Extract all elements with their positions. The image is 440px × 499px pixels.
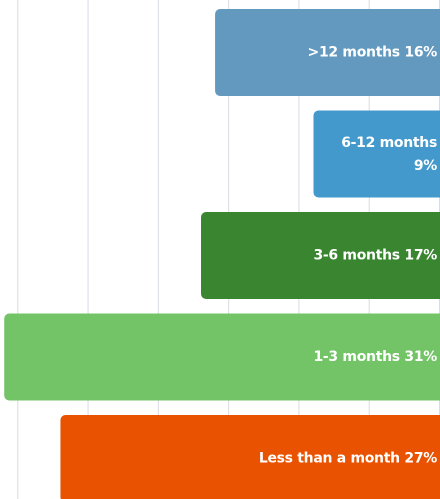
value-label: 27% <box>404 451 437 467</box>
value-label: 17% <box>404 248 437 264</box>
bar-label: >12 months 16% <box>308 45 438 61</box>
category-label: 3-6 months <box>313 248 399 264</box>
category-label: 6-12 months <box>341 135 437 151</box>
bar <box>60 415 440 499</box>
category-label: Less than a month <box>259 451 400 467</box>
bar <box>201 212 440 299</box>
bar <box>215 9 440 96</box>
category-label: 1-3 months <box>313 349 399 365</box>
value-label: 31% <box>404 349 437 365</box>
bar-label: 6-12 months 9% <box>341 135 437 174</box>
bar-label: Less than a month 27% <box>259 451 437 467</box>
value-label: 9% <box>414 158 437 174</box>
bar <box>4 313 440 401</box>
bar-label: 3-6 months 17% <box>313 248 437 264</box>
bar-label: 1-3 months 31% <box>313 349 437 365</box>
category-label: >12 months <box>308 45 400 61</box>
value-label: 16% <box>404 45 437 61</box>
bar <box>313 110 440 198</box>
